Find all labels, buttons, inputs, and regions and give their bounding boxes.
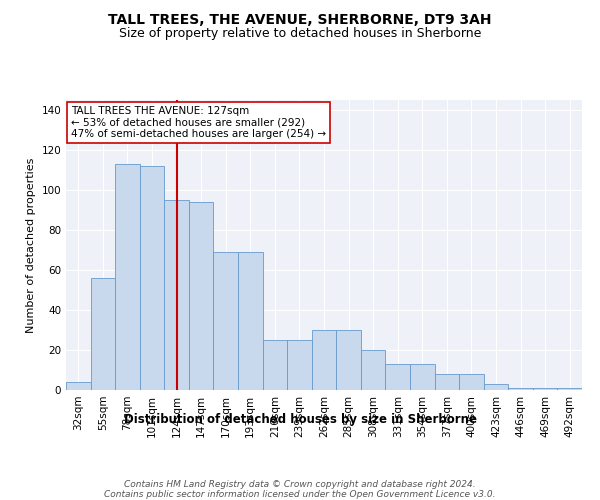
Bar [385,364,410,390]
Bar [533,388,557,390]
Bar [312,330,336,390]
Bar [484,384,508,390]
Bar [410,364,434,390]
Text: Size of property relative to detached houses in Sherborne: Size of property relative to detached ho… [119,28,481,40]
Bar [557,388,582,390]
Bar [508,388,533,390]
Bar [263,340,287,390]
Bar [66,382,91,390]
Y-axis label: Number of detached properties: Number of detached properties [26,158,36,332]
Bar [434,374,459,390]
Text: TALL TREES THE AVENUE: 127sqm
← 53% of detached houses are smaller (292)
47% of : TALL TREES THE AVENUE: 127sqm ← 53% of d… [71,106,326,139]
Bar [238,252,263,390]
Bar [189,202,214,390]
Bar [164,200,189,390]
Bar [361,350,385,390]
Bar [336,330,361,390]
Bar [115,164,140,390]
Bar [91,278,115,390]
Bar [140,166,164,390]
Bar [214,252,238,390]
Text: TALL TREES, THE AVENUE, SHERBORNE, DT9 3AH: TALL TREES, THE AVENUE, SHERBORNE, DT9 3… [108,12,492,26]
Text: Contains HM Land Registry data © Crown copyright and database right 2024.
Contai: Contains HM Land Registry data © Crown c… [104,480,496,500]
Bar [459,374,484,390]
Text: Distribution of detached houses by size in Sherborne: Distribution of detached houses by size … [124,412,476,426]
Bar [287,340,312,390]
